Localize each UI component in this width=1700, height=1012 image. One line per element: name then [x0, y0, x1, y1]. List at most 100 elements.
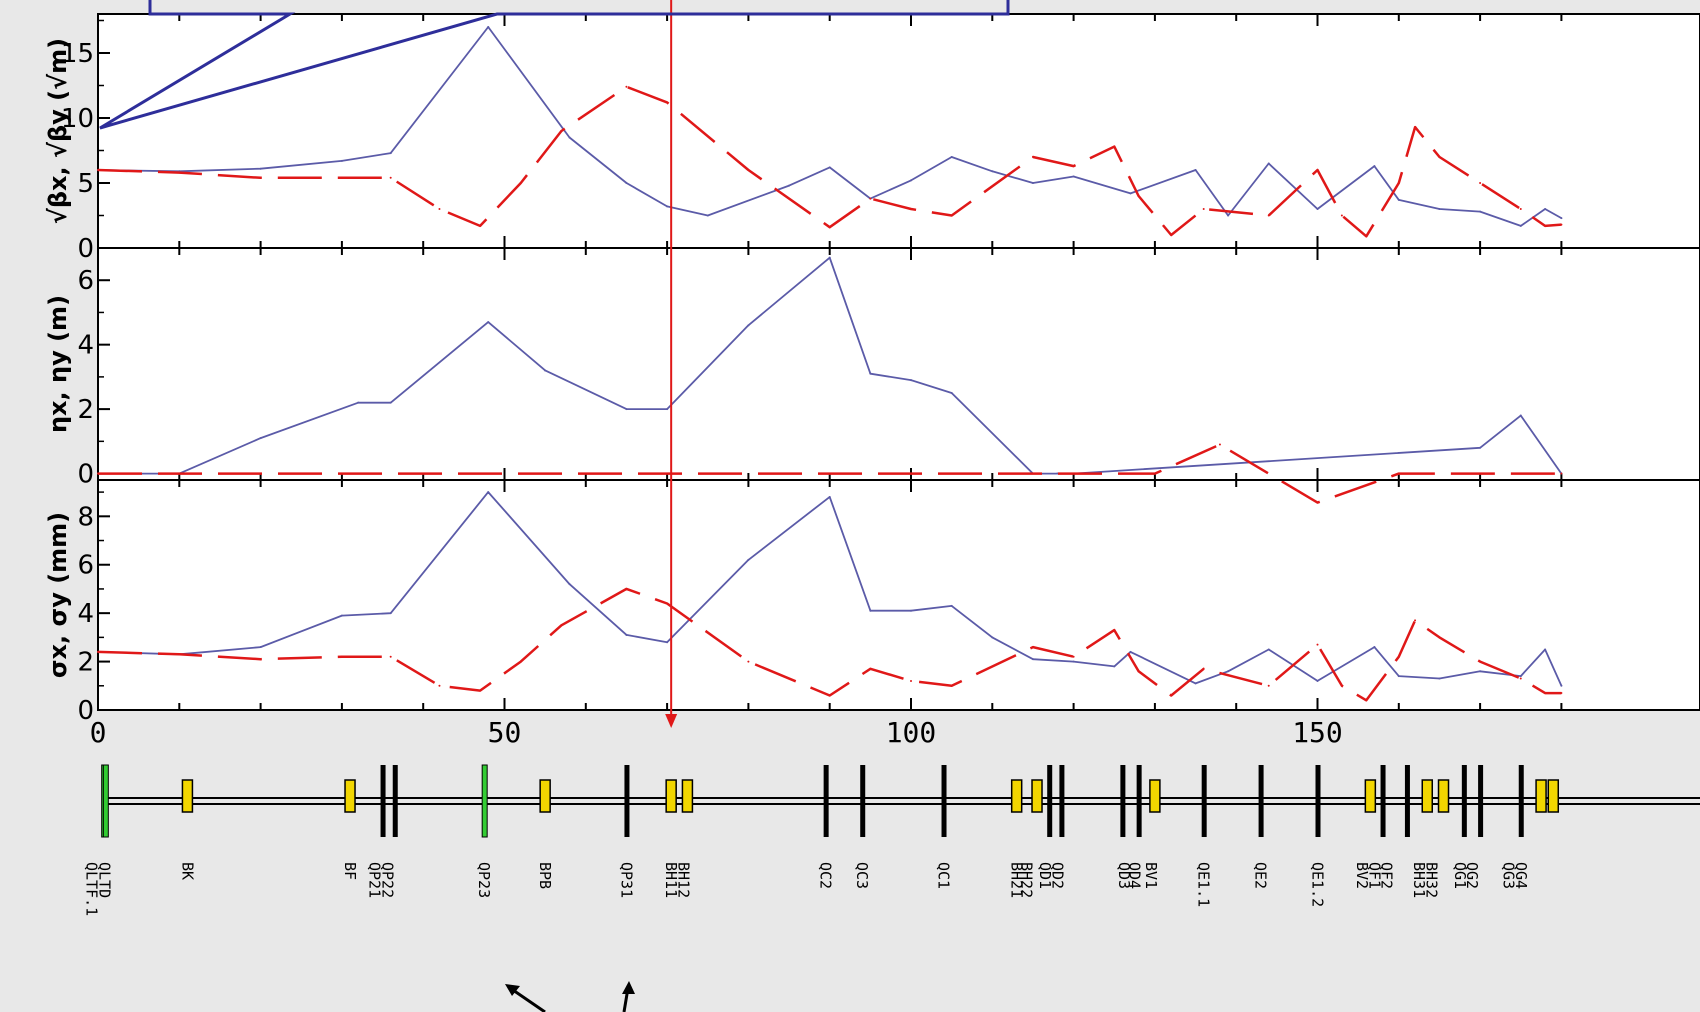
data-point-x [1479, 446, 1482, 449]
lattice-dipole [1149, 779, 1161, 813]
data-point-x [389, 152, 392, 155]
y-tick-label: 2 [77, 648, 94, 678]
lattice-quadrupole [392, 765, 398, 837]
data-point-y [625, 85, 628, 88]
data-point-y [178, 171, 181, 174]
lattice-dipole [1547, 779, 1560, 813]
data-point-y [747, 660, 750, 663]
lattice-quadrupole [860, 765, 866, 837]
data-point-x [568, 583, 571, 586]
data-point-y [259, 176, 262, 179]
lattice-dipole [1031, 779, 1043, 813]
lattice-element-label: QF2 [1378, 862, 1396, 889]
data-point-x [340, 159, 343, 162]
data-point-y [828, 694, 831, 697]
data-point-x [259, 646, 262, 649]
data-point-y [479, 689, 482, 692]
callout-box-outline [99, 0, 1010, 130]
data-point-x [1129, 650, 1132, 653]
data-point-y [389, 655, 392, 658]
data-point-y [1218, 443, 1221, 446]
data-point-x [1560, 217, 1563, 220]
lattice-element-label: QD3 [1115, 862, 1133, 889]
data-point-x [1544, 208, 1547, 210]
data-point-x [1397, 675, 1400, 678]
data-point-x [828, 166, 831, 169]
data-point-x [869, 609, 872, 612]
y-axis-label: √βx, √βy (√m) [44, 38, 72, 224]
data-point-y [1560, 692, 1563, 695]
y-tick-label: 5 [77, 169, 94, 199]
lattice-element-label: BF [341, 862, 359, 880]
lattice-element-label: QD1 [1036, 862, 1054, 889]
lattice-quadrupole [1120, 765, 1126, 837]
data-point-x [1479, 670, 1482, 673]
data-point-x [747, 324, 750, 327]
data-point-y [828, 226, 831, 229]
data-point-y [1340, 214, 1343, 217]
data-point-y [869, 667, 872, 670]
data-point-y [1316, 501, 1319, 504]
lattice-element-label: QE2 [1252, 862, 1270, 889]
data-point-x [625, 633, 628, 636]
data-point-y [1560, 223, 1563, 226]
lattice-quadrupole [380, 765, 386, 837]
y-axis-label: σx, σy (mm) [44, 512, 72, 678]
data-point-x [625, 182, 628, 184]
x-tick-label: 0 [90, 716, 107, 749]
panel-beta: 0 5 10 15√βx, √βy (√m) [44, 13, 1700, 264]
lattice-element-label: BH32 [1422, 862, 1440, 898]
data-point-y [97, 650, 99, 653]
lattice-element-label: BV2 [1353, 862, 1371, 889]
y-tick-label: 0 [77, 460, 94, 490]
data-point-x [357, 401, 360, 404]
data-point-y [869, 197, 872, 200]
data-point-y [1544, 224, 1547, 227]
lattice-element-label: QG1 [1451, 862, 1469, 889]
data-point-y [1170, 694, 1173, 697]
data-point-x [1316, 679, 1319, 682]
data-point-x [666, 205, 669, 208]
lattice-dipole [1437, 779, 1450, 813]
data-point-x [1519, 414, 1522, 417]
series-line-x [97, 26, 1562, 227]
data-point-y [259, 658, 262, 661]
data-point-y [1365, 699, 1368, 702]
lattice-element-label: QC2 [817, 862, 835, 889]
lattice-dipole [181, 779, 194, 813]
lattice-quadrupole [624, 765, 630, 837]
lattice-element-label: QG3 [1500, 862, 1518, 889]
lattice-quadrupole [102, 764, 109, 838]
data-point-y [340, 176, 343, 179]
data-point-x [1519, 224, 1522, 227]
data-point-y [747, 169, 750, 171]
annotation-callouts [99, 0, 1010, 1012]
data-point-y [1316, 643, 1319, 646]
data-point-x [1056, 472, 1059, 475]
data-point-y [97, 472, 99, 475]
y-tick-label: 6 [77, 551, 94, 581]
data-point-y [625, 587, 628, 590]
data-point-x [1316, 208, 1319, 210]
data-point-x [259, 437, 262, 440]
data-point-x [1479, 210, 1482, 213]
data-point-x [1397, 198, 1400, 201]
lattice-dipole [1364, 779, 1377, 813]
data-point-y [340, 655, 343, 658]
pointer-arrow-left [509, 986, 546, 1012]
data-point-x [1519, 675, 1522, 678]
data-point-x [828, 256, 831, 259]
lattice-quadrupole [1047, 765, 1053, 837]
y-tick-label: 0 [77, 696, 94, 726]
data-point-y [1397, 182, 1400, 184]
data-point-y [1397, 472, 1400, 475]
lattice-element-label: QD4 [1126, 862, 1144, 889]
pointer-arrowhead-left [505, 984, 520, 996]
data-point-y [178, 653, 181, 656]
data-point-x [1544, 648, 1547, 651]
data-point-x [747, 558, 750, 561]
lattice-quadrupole [1201, 765, 1207, 837]
data-point-x [1031, 658, 1034, 661]
lattice-quadrupole [1059, 765, 1065, 837]
data-point-y [1072, 655, 1075, 658]
